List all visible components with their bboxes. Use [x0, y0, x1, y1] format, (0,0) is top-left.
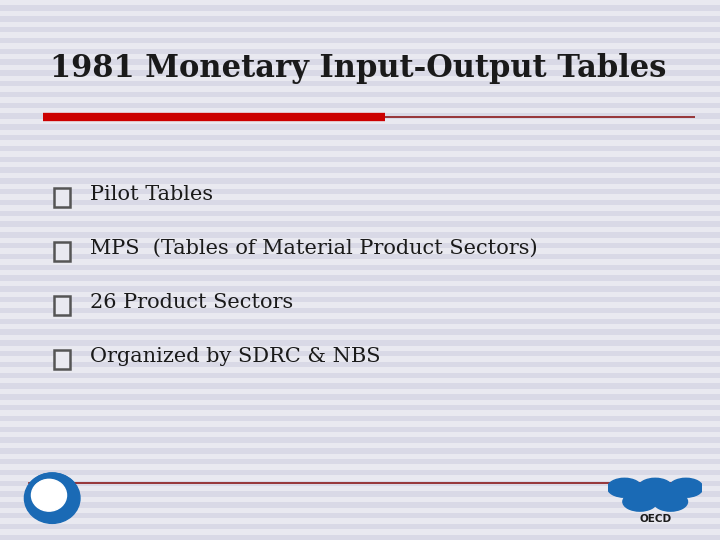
FancyBboxPatch shape: [0, 200, 720, 205]
FancyBboxPatch shape: [0, 427, 720, 432]
FancyBboxPatch shape: [0, 243, 720, 248]
FancyBboxPatch shape: [0, 513, 720, 518]
FancyBboxPatch shape: [0, 232, 720, 238]
FancyBboxPatch shape: [54, 187, 70, 206]
FancyBboxPatch shape: [0, 308, 720, 313]
FancyBboxPatch shape: [0, 362, 720, 367]
FancyBboxPatch shape: [0, 535, 720, 540]
FancyBboxPatch shape: [54, 241, 70, 260]
FancyBboxPatch shape: [0, 5, 720, 11]
Text: Organized by SDRC & NBS: Organized by SDRC & NBS: [90, 347, 380, 366]
FancyBboxPatch shape: [0, 92, 720, 97]
FancyBboxPatch shape: [0, 265, 720, 270]
Circle shape: [24, 473, 80, 523]
Circle shape: [608, 478, 642, 497]
FancyBboxPatch shape: [0, 275, 720, 281]
FancyBboxPatch shape: [0, 491, 720, 497]
FancyBboxPatch shape: [0, 459, 720, 464]
FancyBboxPatch shape: [0, 394, 720, 400]
Text: Pilot Tables: Pilot Tables: [90, 185, 213, 204]
FancyBboxPatch shape: [0, 340, 720, 346]
FancyBboxPatch shape: [0, 49, 720, 54]
FancyBboxPatch shape: [0, 189, 720, 194]
Text: MPS  (Tables of Material Product Sectors): MPS (Tables of Material Product Sectors): [90, 239, 538, 258]
FancyBboxPatch shape: [0, 448, 720, 454]
Text: 1981 Monetary Input-Output Tables: 1981 Monetary Input-Output Tables: [50, 53, 667, 84]
Circle shape: [669, 478, 703, 497]
FancyBboxPatch shape: [0, 113, 720, 119]
FancyBboxPatch shape: [0, 297, 720, 302]
FancyBboxPatch shape: [0, 481, 720, 486]
Circle shape: [638, 478, 672, 497]
FancyBboxPatch shape: [0, 373, 720, 378]
FancyBboxPatch shape: [0, 319, 720, 324]
FancyBboxPatch shape: [0, 405, 720, 410]
FancyBboxPatch shape: [0, 16, 720, 22]
FancyBboxPatch shape: [0, 81, 720, 86]
FancyBboxPatch shape: [0, 124, 720, 130]
FancyBboxPatch shape: [0, 157, 720, 162]
FancyBboxPatch shape: [0, 211, 720, 216]
FancyBboxPatch shape: [0, 38, 720, 43]
FancyBboxPatch shape: [0, 254, 720, 259]
FancyBboxPatch shape: [0, 178, 720, 184]
FancyBboxPatch shape: [0, 470, 720, 475]
FancyBboxPatch shape: [54, 350, 70, 368]
FancyBboxPatch shape: [0, 27, 720, 32]
FancyBboxPatch shape: [0, 103, 720, 108]
FancyBboxPatch shape: [54, 296, 70, 314]
FancyBboxPatch shape: [0, 351, 720, 356]
FancyBboxPatch shape: [0, 329, 720, 335]
FancyBboxPatch shape: [0, 437, 720, 443]
Circle shape: [623, 492, 657, 511]
FancyBboxPatch shape: [0, 416, 720, 421]
FancyBboxPatch shape: [0, 59, 720, 65]
FancyBboxPatch shape: [0, 286, 720, 292]
FancyBboxPatch shape: [0, 146, 720, 151]
Text: OECD: OECD: [639, 514, 671, 524]
Circle shape: [32, 480, 66, 511]
FancyBboxPatch shape: [0, 383, 720, 389]
FancyBboxPatch shape: [0, 167, 720, 173]
FancyBboxPatch shape: [0, 221, 720, 227]
FancyBboxPatch shape: [0, 135, 720, 140]
Circle shape: [654, 492, 688, 511]
Text: 26 Product Sectors: 26 Product Sectors: [90, 293, 293, 312]
FancyBboxPatch shape: [0, 70, 720, 76]
FancyBboxPatch shape: [0, 502, 720, 508]
FancyBboxPatch shape: [0, 524, 720, 529]
